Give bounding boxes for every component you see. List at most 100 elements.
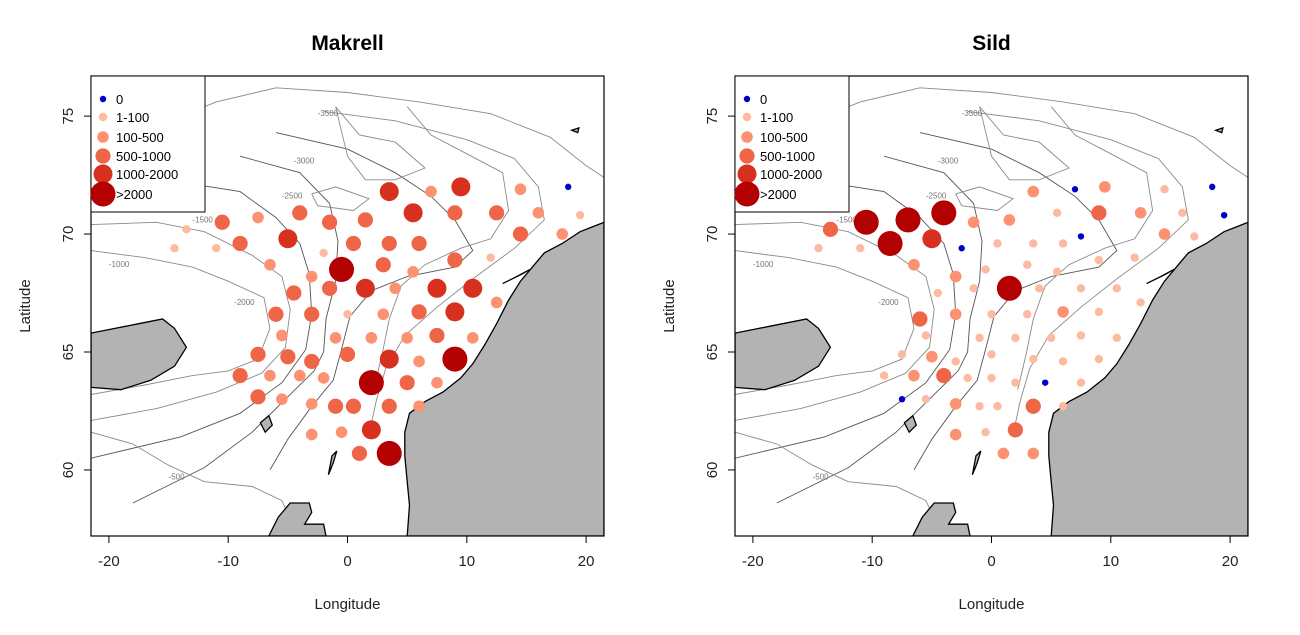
catch-point <box>357 212 373 228</box>
catch-point <box>856 244 865 253</box>
catch-point <box>912 311 928 327</box>
catch-point <box>532 207 545 219</box>
catch-point <box>351 445 368 462</box>
catch-point <box>1178 208 1187 218</box>
catch-point <box>1094 307 1104 317</box>
catch-point <box>1029 354 1038 364</box>
y-axis-label: Latitude <box>17 279 34 332</box>
contour-label: -500 <box>813 472 830 481</box>
land-mass <box>912 502 971 536</box>
catch-point <box>1071 186 1079 193</box>
catch-point <box>413 400 425 413</box>
catch-point <box>431 376 443 389</box>
legend-label: 100-500 <box>116 130 164 145</box>
catch-point <box>1046 333 1056 343</box>
catch-point <box>1052 208 1062 218</box>
catch-point <box>514 183 527 196</box>
legend-label: >2000 <box>116 187 153 202</box>
catch-point <box>565 183 572 191</box>
catch-point <box>1007 422 1023 438</box>
catch-point <box>411 304 427 320</box>
catch-point <box>853 209 879 235</box>
legend-label: 1000-2000 <box>116 167 178 182</box>
land-mass <box>404 221 604 536</box>
catch-point <box>339 346 356 362</box>
catch-point <box>293 369 306 382</box>
catch-point <box>447 205 463 221</box>
depth-contour <box>132 155 339 504</box>
catch-point <box>345 235 362 252</box>
catch-point <box>403 203 423 223</box>
catch-point <box>305 428 318 441</box>
catch-point <box>975 333 984 343</box>
catch-point <box>1027 447 1040 460</box>
contour-label: -500 <box>169 472 186 481</box>
y-tick-label: 70 <box>60 226 77 243</box>
catch-point <box>250 389 266 405</box>
catch-point <box>1052 267 1062 276</box>
legend-swatch <box>98 112 108 122</box>
y-tick-label: 65 <box>704 344 721 361</box>
contour-label: -3500 <box>318 109 339 118</box>
catch-point <box>969 284 978 293</box>
catch-point <box>1035 284 1044 293</box>
catch-point <box>1091 205 1107 221</box>
catch-point <box>429 327 445 344</box>
depth-contour <box>955 186 1014 211</box>
contour-label: -3000 <box>938 156 959 165</box>
catch-point <box>1220 211 1228 219</box>
catch-point <box>214 214 230 230</box>
catch-point <box>319 248 328 258</box>
catch-point <box>981 265 990 274</box>
catch-point <box>317 372 330 384</box>
catch-point <box>958 245 965 252</box>
catch-point <box>375 257 391 273</box>
legend: 0 1-100 100-500 500-1000 1000-2000 >2000 <box>734 75 850 213</box>
catch-point <box>908 258 920 271</box>
catch-point <box>1041 379 1049 386</box>
catch-point <box>981 428 990 437</box>
x-tick-label: 0 <box>987 553 995 570</box>
catch-point <box>292 205 308 221</box>
catch-point <box>447 252 463 268</box>
catch-point <box>305 270 318 283</box>
legend-swatch <box>742 112 752 122</box>
catch-point <box>1160 185 1169 194</box>
contour-label: -1000 <box>109 260 130 269</box>
depth-contour <box>735 221 935 421</box>
legend: 0 1-100 100-500 500-1000 1000-2000 >2000 <box>90 75 206 213</box>
land-mass <box>268 502 327 536</box>
land-mass <box>1048 221 1248 536</box>
catch-point <box>490 296 503 309</box>
contour-label: -1000 <box>753 260 774 269</box>
catch-point <box>1058 357 1068 366</box>
legend-swatch <box>739 148 755 164</box>
legend-swatch <box>737 164 757 184</box>
legend-label: 500-1000 <box>760 149 815 164</box>
catch-point <box>949 270 962 283</box>
y-tick-label: 60 <box>60 462 77 479</box>
catch-point <box>1158 228 1171 240</box>
contour-label: -3500 <box>962 109 983 118</box>
catch-point <box>931 200 957 226</box>
y-tick-label: 75 <box>704 108 721 125</box>
catch-point <box>304 306 320 322</box>
legend-swatch <box>743 95 751 103</box>
map-area: -3500 -3000 -2500 -2000 -1500 -1000 -500 <box>91 87 604 536</box>
catch-point <box>411 235 427 252</box>
catch-point <box>278 229 298 249</box>
catch-point <box>322 280 338 296</box>
legend-label: 0 <box>760 92 767 107</box>
catch-point <box>345 398 362 414</box>
catch-point <box>232 367 248 384</box>
catch-point <box>1112 284 1121 293</box>
catch-point <box>1076 284 1086 293</box>
contour-label: -1500 <box>192 215 213 224</box>
depth-contour <box>91 250 271 395</box>
catch-point <box>879 371 889 380</box>
catch-point <box>381 398 397 414</box>
contour-label: -2500 <box>282 192 303 201</box>
sild-panel: Sild-3500-3000-2500-2000-1500-1000-500-2… <box>661 32 1249 613</box>
catch-point <box>268 306 284 322</box>
catch-point <box>304 353 320 370</box>
